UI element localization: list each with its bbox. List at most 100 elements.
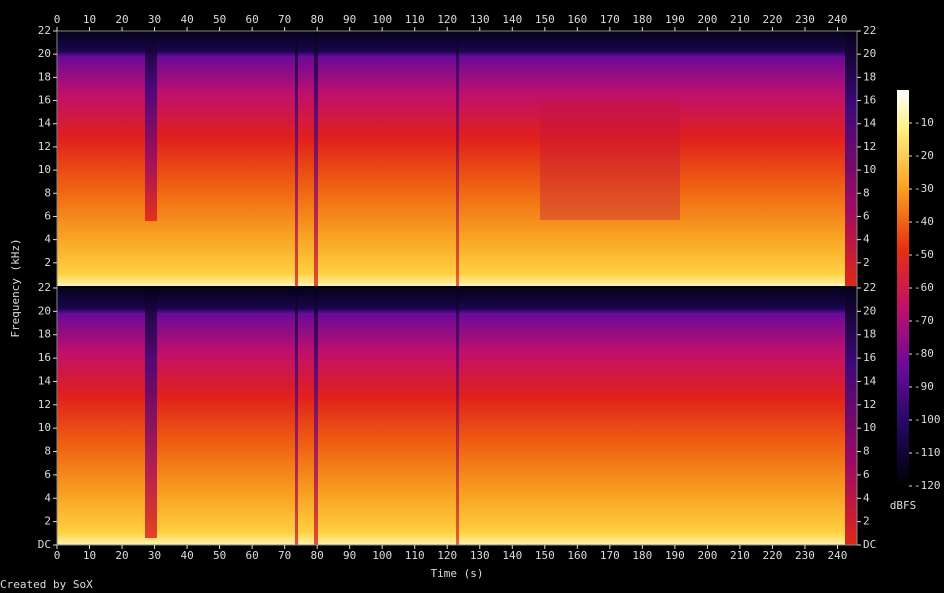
x-tick-label: 20 (115, 13, 128, 26)
y-tick-label-left: 6 (44, 209, 51, 222)
x-tick-label: 100 (372, 549, 392, 562)
y-tick-label-left: 2 (44, 515, 51, 528)
colorbar-tick-label: -80 (914, 347, 934, 360)
y-tick-label-left: 4 (44, 491, 51, 504)
spectrogram-image (57, 31, 857, 545)
x-tick-label: 30 (148, 549, 161, 562)
y-tick-label-right: 16 (863, 351, 876, 364)
y-tick-label-left: 6 (44, 468, 51, 481)
x-tick-label: 110 (405, 549, 425, 562)
colorbar-tick-label: -20 (914, 149, 934, 162)
colorbar-tick-label: -10 (914, 116, 934, 129)
x-tick-label: 160 (567, 549, 587, 562)
x-tick-label: 110 (405, 13, 425, 26)
x-tick-label: 100 (372, 13, 392, 26)
x-tick-label: 90 (343, 549, 356, 562)
x-tick-label: 80 (311, 549, 324, 562)
y-tick-label-right: 6 (863, 209, 870, 222)
y-tick-label-right: 14 (863, 374, 877, 387)
x-tick-label: 60 (245, 13, 258, 26)
colorbar-tick-label: -70 (914, 314, 934, 327)
y-tick-label-left: 14 (38, 117, 52, 130)
y-tick-label-left: 10 (38, 163, 51, 176)
y-tick-label-left: 18 (38, 70, 51, 83)
colorbar-tick-label: -60 (914, 281, 934, 294)
x-tick-label: 70 (278, 13, 291, 26)
y-tick-label-left: 8 (44, 445, 51, 458)
y-tick-label-right: 2 (863, 515, 870, 528)
x-tick-label: 230 (795, 549, 815, 562)
x-tick-label: 180 (632, 549, 652, 562)
colorbar-tick-label: -30 (914, 182, 934, 195)
y-axis-label: Frequency (kHz) (9, 238, 22, 337)
x-tick-label: 210 (730, 549, 750, 562)
x-tick-label: 50 (213, 549, 226, 562)
x-tick-label: 160 (567, 13, 587, 26)
x-tick-label: 220 (763, 549, 783, 562)
colorbar-label: dBFS (890, 499, 917, 512)
colorbar-tick-label: -40 (914, 215, 934, 228)
y-tick-label-right: 12 (863, 398, 876, 411)
x-tick-label: 190 (665, 13, 685, 26)
y-tick-label-right: 4 (863, 233, 870, 246)
x-tick-label: 40 (180, 13, 193, 26)
x-tick-label: 30 (148, 13, 161, 26)
y-tick-label-right: 18 (863, 70, 876, 83)
y-tick-label-left: 2 (44, 256, 51, 269)
y-tick-label-right: 20 (863, 47, 876, 60)
y-tick-label-right: 22 (863, 281, 876, 294)
y-tick-label-right: 4 (863, 491, 870, 504)
y-tick-label-left: 22 (38, 281, 51, 294)
y-tick-label-left: 16 (38, 94, 51, 107)
y-tick-label-right: 8 (863, 445, 870, 458)
colorbar-tick-label: -90 (914, 380, 934, 393)
colorbar-tick-label: -50 (914, 248, 934, 261)
x-tick-label: 210 (730, 13, 750, 26)
y-tick-label-left: 18 (38, 328, 51, 341)
x-tick-label: 10 (83, 13, 96, 26)
y-tick-label-right: 10 (863, 421, 876, 434)
x-tick-label: 170 (600, 13, 620, 26)
y-tick-label-left: 22 (38, 24, 51, 37)
y-tick-label-left: 10 (38, 421, 51, 434)
x-tick-label: 150 (535, 13, 555, 26)
x-tick-label: 150 (535, 549, 555, 562)
colorbar-tick-label: -120 (914, 479, 941, 492)
y-tick-label-right: 18 (863, 328, 876, 341)
x-tick-label: 0 (54, 549, 61, 562)
y-tick-label-left: 14 (38, 374, 52, 387)
x-tick-label: 0 (54, 13, 61, 26)
x-tick-label: 230 (795, 13, 815, 26)
colorbar-tick-label: -110 (914, 446, 941, 459)
x-tick-label: 200 (697, 13, 717, 26)
x-tick-label: 80 (311, 13, 324, 26)
y-tick-label-left: 16 (38, 351, 51, 364)
y-tick-label-right: 22 (863, 24, 876, 37)
x-tick-label: 130 (470, 13, 490, 26)
x-tick-label: 90 (343, 13, 356, 26)
x-tick-label: 200 (697, 549, 717, 562)
y-tick-label-left: 20 (38, 47, 51, 60)
x-tick-label: 40 (180, 549, 193, 562)
x-tick-label: 130 (470, 549, 490, 562)
colorbar (897, 90, 909, 486)
x-tick-label: 50 (213, 13, 226, 26)
y-tick-label-left: DC (38, 538, 51, 551)
y-tick-label-right: 16 (863, 94, 876, 107)
x-tick-label: 20 (115, 549, 128, 562)
x-tick-label: 140 (502, 13, 522, 26)
y-tick-label-left: 4 (44, 233, 51, 246)
x-tick-label: 180 (632, 13, 652, 26)
y-tick-label-left: 12 (38, 140, 51, 153)
x-tick-label: 10 (83, 549, 96, 562)
x-tick-label: 120 (437, 13, 457, 26)
y-tick-label-left: 8 (44, 186, 51, 199)
x-tick-label: 170 (600, 549, 620, 562)
y-tick-label-left: 20 (38, 304, 51, 317)
footer: Created by SoX (0, 578, 93, 591)
x-tick-label: 120 (437, 549, 457, 562)
y-tick-label-right: DC (863, 538, 876, 551)
y-tick-label-right: 20 (863, 304, 876, 317)
y-tick-label-right: 2 (863, 256, 870, 269)
